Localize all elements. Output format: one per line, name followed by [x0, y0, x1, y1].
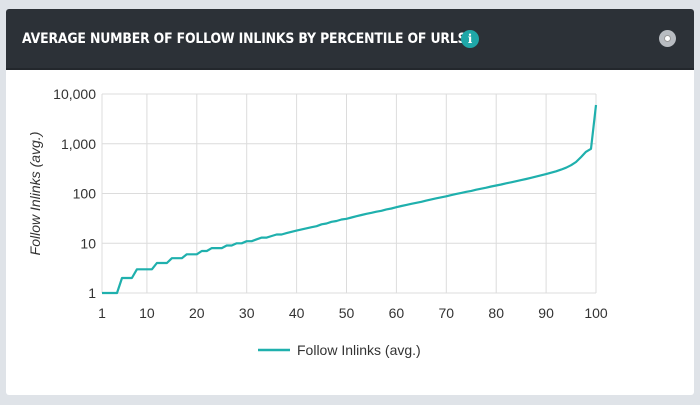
- settings-gear-icon[interactable]: [659, 30, 676, 47]
- x-tick-label: 1: [98, 305, 106, 321]
- y-tick-label: 100: [73, 186, 97, 202]
- x-tick-label: 100: [584, 305, 608, 321]
- x-tick-label: 80: [488, 305, 504, 321]
- y-tick-label: 10,000: [53, 86, 96, 102]
- y-tick-label: 10: [80, 235, 96, 251]
- x-tick-label: 10: [139, 305, 155, 321]
- x-tick-label: 70: [439, 305, 455, 321]
- x-tick-label: 40: [289, 305, 305, 321]
- info-icon[interactable]: i: [461, 30, 479, 48]
- x-tick-label: 30: [239, 305, 255, 321]
- card-header: AVERAGE NUMBER OF FOLLOW INLINKS BY PERC…: [6, 9, 694, 70]
- chart-title: AVERAGE NUMBER OF FOLLOW INLINKS BY PERC…: [22, 30, 467, 47]
- legend-label: Follow Inlinks (avg.): [297, 342, 421, 358]
- x-tick-label: 60: [389, 305, 405, 321]
- chart-card: AVERAGE NUMBER OF FOLLOW INLINKS BY PERC…: [6, 9, 694, 395]
- y-tick-label: 1,000: [61, 136, 96, 152]
- series-line-follow-inlinks: [102, 104, 598, 295]
- x-tick-label: 90: [538, 305, 554, 321]
- y-axis-label: Follow Inlinks (avg.): [27, 132, 43, 256]
- x-tick-label: 50: [339, 305, 355, 321]
- y-tick-label: 1: [88, 285, 96, 301]
- x-tick-label: 20: [189, 305, 205, 321]
